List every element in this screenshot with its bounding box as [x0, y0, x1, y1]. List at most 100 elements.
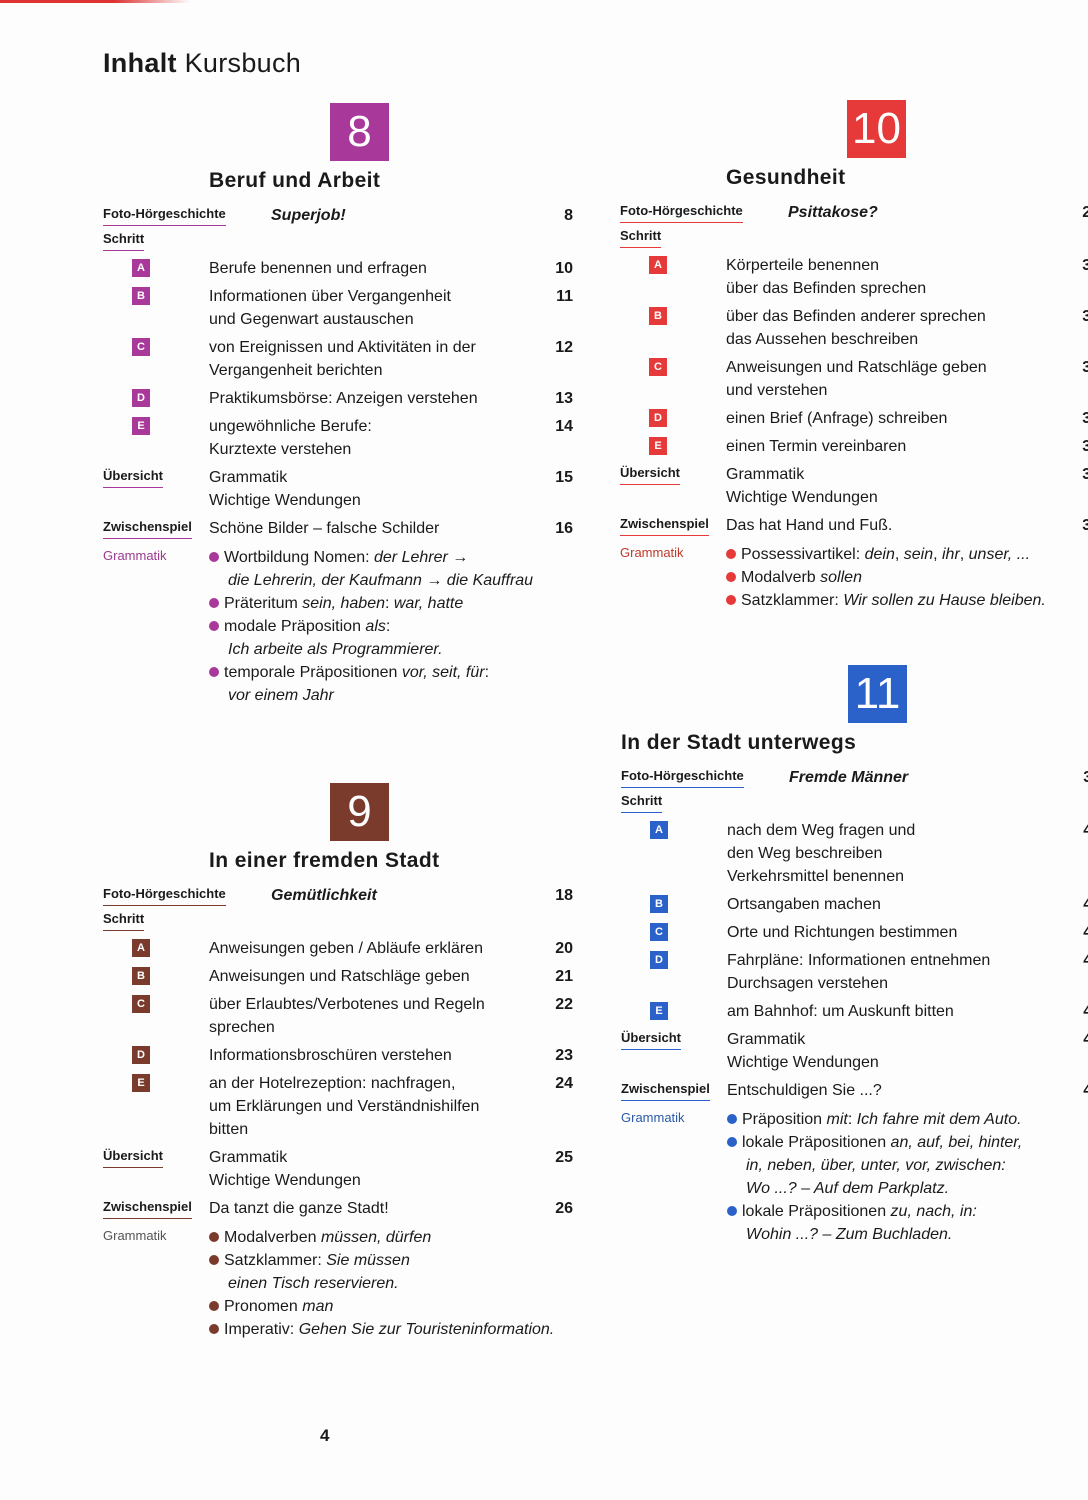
bullet-dot-icon [209, 598, 219, 608]
toc-row-label: Schritt [621, 791, 1088, 814]
entry-line: Gemütlichkeit [271, 887, 377, 904]
entry-text: Superjob! [271, 204, 601, 227]
page-ref: 32 [1082, 359, 1088, 376]
entry-text: einen Brief (Anfrage) schreiben [726, 407, 1056, 430]
section-label: Foto-Hörgeschichte [620, 201, 743, 223]
entry-line: einen Brief (Anfrage) schreiben [726, 410, 948, 427]
page-ref: 10 [555, 260, 573, 277]
toc-row-step: A Berufe benennen und erfragen 10 [103, 257, 573, 280]
entry-text: Informationsbroschüren verstehen [209, 1044, 539, 1067]
grammar-text: in, neben, über, unter, vor, zwischen: [746, 1157, 1006, 1174]
top-edge-line [0, 0, 190, 3]
entry-text: am Bahnhof: um Auskunft bitten [727, 1000, 1057, 1023]
toc-row-plain: Übersicht Grammatik Wichtige Wendungen 15 [103, 466, 573, 512]
entry-line: bitten [209, 1121, 249, 1138]
page-ref: 16 [555, 520, 573, 537]
entry-text: Grammatik Wichtige Wendungen [727, 1028, 1057, 1074]
grammar-text: , [894, 546, 904, 563]
toc-row-grammar: Grammatik Wortbildung Nomen: der Lehrer →… [103, 546, 573, 707]
toc-row-step: B Ortsangaben machen 41 [621, 893, 1088, 916]
entry-text: Körperteile benennen über das Befinden sp… [726, 254, 1056, 300]
unit-number-badge: 9 [330, 783, 389, 841]
entry-text: einen Termin vereinbaren [726, 435, 1056, 458]
page-ref: 26 [555, 1200, 573, 1217]
entry-text: von Ereignissen und Aktivitäten in der Ve… [209, 336, 539, 382]
section-label: Grammatik [103, 1228, 167, 1243]
entry-line: Grammatik [209, 469, 288, 486]
page-ref: 43 [1083, 952, 1088, 969]
toc-row-story: Foto-Hörgeschichte Superjob! 8 [103, 204, 573, 227]
grammar-text: : [385, 618, 391, 635]
grammar-text: temporale Präpositionen [224, 664, 402, 681]
grammar-text: : [847, 1111, 857, 1128]
page-ref: 11 [556, 288, 573, 305]
grammar-bullet-line: lokale Präpositionen an, auf, bei, hinte… [727, 1131, 1088, 1154]
grammar-text: sollen [820, 569, 862, 586]
grammar-text: Präposition [742, 1111, 827, 1128]
entry-text: über Erlaubtes/Verbotenes und Regeln spre… [209, 993, 539, 1039]
step-marker: B [649, 307, 667, 325]
step-marker: D [132, 1046, 150, 1064]
bullet-dot-icon [209, 1301, 219, 1311]
unit-title: Gesundheit [726, 166, 846, 189]
step-marker: A [132, 939, 150, 957]
grammar-text: sein, haben [302, 595, 385, 612]
grammar-bullet-line: Ich arbeite als Programmierer. [209, 638, 608, 661]
page-ref: 20 [555, 940, 573, 957]
toc-row-plain: Zwischenspiel Entschuldigen Sie ...? 46 [621, 1079, 1088, 1102]
entry-line: nach dem Weg fragen und [727, 822, 916, 839]
toc-row-label: Schritt [103, 909, 573, 932]
section-label: Übersicht [103, 1146, 163, 1168]
page-ref: 12 [555, 339, 573, 356]
grammar-bullet-line: Modalverb sollen [726, 566, 1088, 589]
entry-text: Praktikumsbörse: Anzeigen verstehen [209, 387, 539, 410]
grammar-bullet-line: in, neben, über, unter, vor, zwischen: [727, 1154, 1088, 1177]
grammar-bullet-line: Wo ...? – Auf dem Parkplatz. [727, 1177, 1088, 1200]
step-marker: E [132, 417, 150, 435]
grammar-text: Wo ...? – Auf dem Parkplatz. [746, 1180, 950, 1197]
entry-line: über Erlaubtes/Verbotenes und Regeln [209, 996, 485, 1013]
grammar-bullet-line: vor einem Jahr [209, 684, 608, 707]
grammar-bullet-line: temporale Präpositionen vor, seit, für: [209, 661, 589, 684]
entry-line: Durchsagen verstehen [727, 975, 888, 992]
toc-row-plain: Übersicht Grammatik Wichtige Wendungen 45 [621, 1028, 1088, 1074]
grammar-bullet-line: Possessivartikel: dein, sein, ihr, unser… [726, 543, 1088, 566]
entry-line: Verkehrsmittel benennen [727, 868, 904, 885]
entry-line: sprechen [209, 1019, 275, 1036]
grammar-text: vor, seit, für [401, 664, 485, 681]
step-marker: E [649, 437, 667, 455]
unit-title: Beruf und Arbeit [209, 169, 381, 192]
entry-line: Wichtige Wendungen [209, 492, 361, 509]
entry-line: einen Termin vereinbaren [726, 438, 907, 455]
entry-text: Informationen über Vergangenheit und Gege… [209, 285, 539, 331]
bullet-dot-icon [209, 1324, 219, 1334]
page-ref: 13 [555, 390, 573, 407]
grammar-text: , [959, 546, 969, 563]
grammar-text: : [384, 595, 394, 612]
entry-line: Wichtige Wendungen [726, 489, 878, 506]
unit-toc-rows: Foto-Hörgeschichte Fremde Männer 38 Schritt… [621, 766, 1088, 1246]
page-ref: 22 [555, 996, 573, 1013]
entry-text: an der Hotelrezeption: nachfragen, um Erk… [209, 1072, 539, 1141]
grammar-text: Sie müssen [326, 1252, 410, 1269]
grammar-text: Modalverb [741, 569, 821, 586]
grammar-text: vor einem Jahr [228, 687, 334, 704]
entry-text: Das hat Hand und Fuß. [726, 514, 1056, 537]
toc-row-step: C Orte und Richtungen bestimmen 42 [621, 921, 1088, 944]
page-ref: 15 [555, 469, 573, 486]
entry-line: und Gegenwart austauschen [209, 311, 414, 328]
entry-line: am Bahnhof: um Auskunft bitten [727, 1003, 954, 1020]
grammar-text: Gehen Sie zur Touristeninformation. [298, 1321, 555, 1338]
grammar-bullet-line: lokale Präpositionen zu, nach, in: [727, 1200, 1088, 1223]
toc-row-plain: Zwischenspiel Schöne Bilder – falsche Sch… [103, 517, 573, 540]
entry-text: Entschuldigen Sie ...? [727, 1079, 1057, 1102]
title-rest: Kursbuch [184, 48, 302, 78]
grammar-bullet-line: Präposition mit: Ich fahre mit dem Auto. [727, 1108, 1088, 1131]
page-ref: 45 [1083, 1031, 1088, 1048]
entry-text: Anweisungen geben / Abläufe erklären [209, 937, 539, 960]
entry-line: Ortsangaben machen [727, 896, 881, 913]
entry-text: Grammatik Wichtige Wendungen [209, 1146, 539, 1192]
grammar-text: als [365, 618, 386, 635]
entry-line: Grammatik [727, 1031, 806, 1048]
